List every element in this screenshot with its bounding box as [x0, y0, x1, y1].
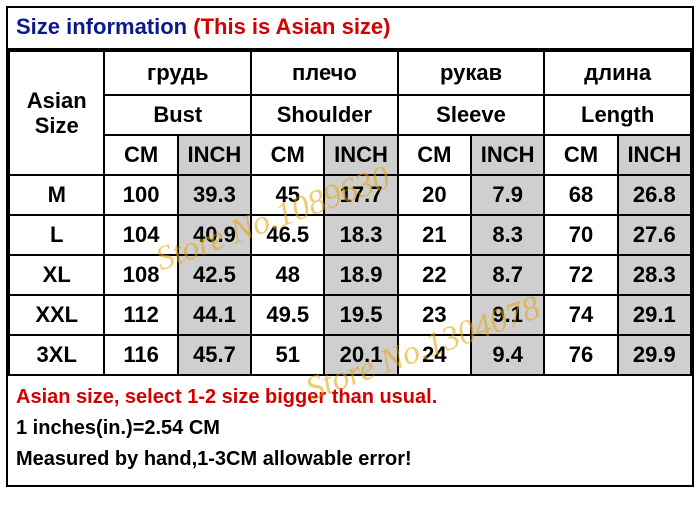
- len-in: 29.1: [618, 295, 691, 335]
- size-cell: XXL: [9, 295, 104, 335]
- len-in: 26.8: [618, 175, 691, 215]
- data-rows: M10039.34517.7207.96826.8L10440.946.518.…: [9, 175, 691, 375]
- sh-in: 20.1: [324, 335, 397, 375]
- sl-cm: 21: [398, 215, 471, 255]
- bust-cm: 116: [104, 335, 177, 375]
- sh-in: 17.7: [324, 175, 397, 215]
- unit-cm: CM: [251, 135, 324, 175]
- hdr-en-length: Length: [544, 95, 691, 135]
- len-cm: 70: [544, 215, 617, 255]
- unit-inch: INCH: [324, 135, 397, 175]
- bust-cm: 100: [104, 175, 177, 215]
- sh-in: 18.3: [324, 215, 397, 255]
- note-line-1: Asian size, select 1-2 size bigger than …: [16, 382, 684, 413]
- sh-cm: 51: [251, 335, 324, 375]
- hdr-ru-length: длина: [544, 51, 691, 95]
- len-in: 27.6: [618, 215, 691, 255]
- bust-in: 39.3: [178, 175, 251, 215]
- bust-in: 44.1: [178, 295, 251, 335]
- unit-cm: CM: [398, 135, 471, 175]
- hdr-en-shoulder: Shoulder: [251, 95, 398, 135]
- bust-cm: 104: [104, 215, 177, 255]
- hdr-en-sleeve: Sleeve: [398, 95, 545, 135]
- header-row-en: Bust Shoulder Sleeve Length: [9, 95, 691, 135]
- size-chart-frame: Size information (This is Asian size) As…: [6, 6, 694, 487]
- unit-cm: CM: [544, 135, 617, 175]
- sl-in: 9.4: [471, 335, 544, 375]
- sl-in: 8.7: [471, 255, 544, 295]
- sl-cm: 24: [398, 335, 471, 375]
- title-row: Size information (This is Asian size): [8, 8, 692, 50]
- size-table: Asian Size грудь плечо рукав длина Bust …: [8, 50, 692, 376]
- table-row: L10440.946.518.3218.37027.6: [9, 215, 691, 255]
- len-cm: 68: [544, 175, 617, 215]
- title-note: (This is Asian size): [193, 14, 390, 39]
- sh-cm: 46.5: [251, 215, 324, 255]
- sh-in: 19.5: [324, 295, 397, 335]
- len-in: 29.9: [618, 335, 691, 375]
- hdr-ru-shoulder: плечо: [251, 51, 398, 95]
- len-cm: 74: [544, 295, 617, 335]
- hdr-ru-sleeve: рукав: [398, 51, 545, 95]
- size-cell: L: [9, 215, 104, 255]
- len-cm: 76: [544, 335, 617, 375]
- sl-cm: 20: [398, 175, 471, 215]
- size-cell: 3XL: [9, 335, 104, 375]
- size-cell: M: [9, 175, 104, 215]
- table-row: M10039.34517.7207.96826.8: [9, 175, 691, 215]
- bust-in: 45.7: [178, 335, 251, 375]
- bust-in: 40.9: [178, 215, 251, 255]
- len-in: 28.3: [618, 255, 691, 295]
- bust-cm: 108: [104, 255, 177, 295]
- bust-in: 42.5: [178, 255, 251, 295]
- sl-cm: 22: [398, 255, 471, 295]
- size-cell: XL: [9, 255, 104, 295]
- table-row: XL10842.54818.9228.77228.3: [9, 255, 691, 295]
- title-main: Size information: [16, 14, 193, 39]
- hdr-ru-bust: грудь: [104, 51, 251, 95]
- note-line-2: 1 inches(in.)=2.54 CM: [16, 413, 684, 444]
- notes: Asian size, select 1-2 size bigger than …: [8, 376, 692, 485]
- sh-cm: 49.5: [251, 295, 324, 335]
- bust-cm: 112: [104, 295, 177, 335]
- unit-cm: CM: [104, 135, 177, 175]
- sh-in: 18.9: [324, 255, 397, 295]
- asian-size-header: Asian Size: [9, 51, 104, 175]
- unit-inch: INCH: [178, 135, 251, 175]
- unit-row: CM INCH CM INCH CM INCH CM INCH: [9, 135, 691, 175]
- hdr-en-bust: Bust: [104, 95, 251, 135]
- note-line-3: Measured by hand,1-3CM allowable error!: [16, 444, 684, 475]
- sh-cm: 45: [251, 175, 324, 215]
- asian-size-label: Asian Size: [27, 88, 87, 138]
- header-row-ru: Asian Size грудь плечо рукав длина: [9, 51, 691, 95]
- sl-in: 8.3: [471, 215, 544, 255]
- len-cm: 72: [544, 255, 617, 295]
- sl-in: 7.9: [471, 175, 544, 215]
- sl-cm: 23: [398, 295, 471, 335]
- sh-cm: 48: [251, 255, 324, 295]
- unit-inch: INCH: [471, 135, 544, 175]
- table-row: XXL11244.149.519.5239.17429.1: [9, 295, 691, 335]
- table-row: 3XL11645.75120.1249.47629.9: [9, 335, 691, 375]
- sl-in: 9.1: [471, 295, 544, 335]
- unit-inch: INCH: [618, 135, 691, 175]
